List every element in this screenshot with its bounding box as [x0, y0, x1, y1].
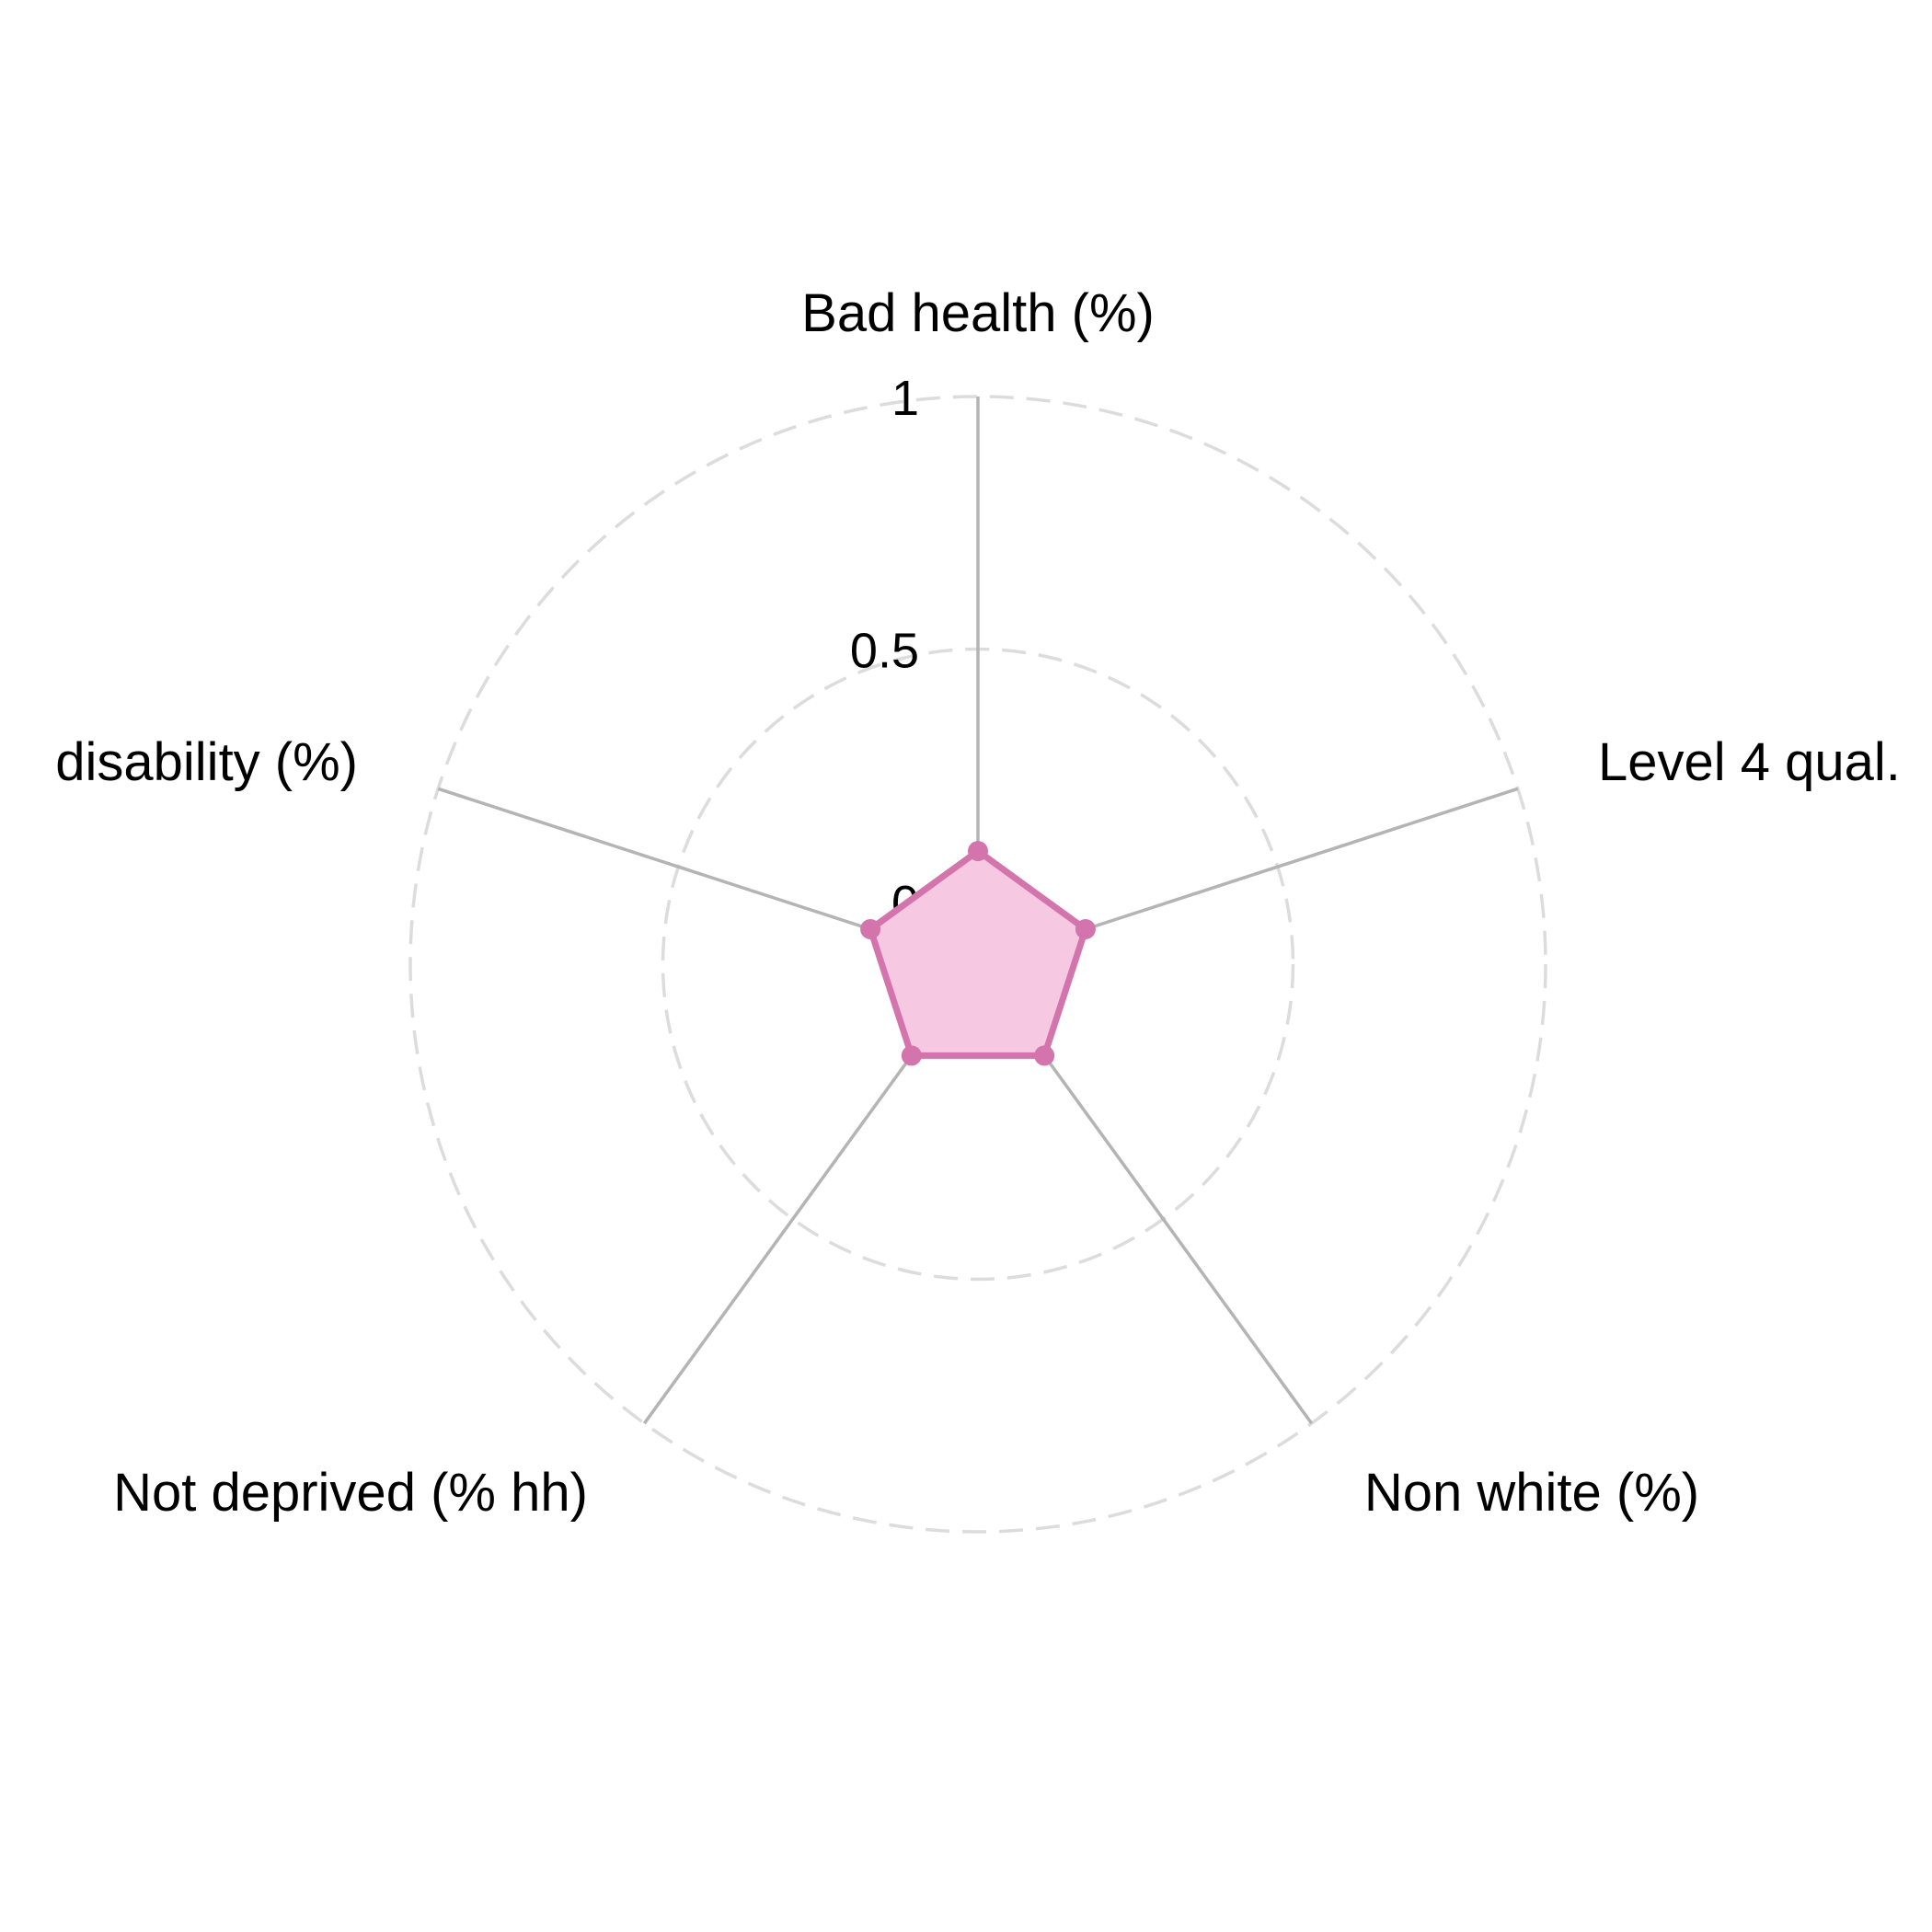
axis-label-2: Non white (%) [1364, 1463, 1699, 1523]
axis-labels: Bad health (%) Level 4 qual. Non white (%)… [55, 283, 1901, 1523]
data-point-4 [860, 919, 881, 939]
axis-label-4: disability (%) [55, 732, 358, 792]
tick-label-2: 1 [891, 371, 919, 426]
radial-tick-labels: 00.51 [850, 371, 919, 931]
data-point-2 [1034, 1045, 1055, 1066]
data-point-3 [901, 1045, 922, 1066]
grid-ring-2 [408, 395, 1547, 1534]
axis-label-3: Not deprived (% hh) [113, 1463, 588, 1523]
axis-label-1: Level 4 qual. [1598, 732, 1901, 792]
data-series [860, 841, 1096, 1066]
tick-label-1: 0.5 [850, 624, 919, 679]
data-point-0 [968, 841, 988, 862]
series-area-0 [867, 847, 1089, 1059]
data-point-1 [1075, 919, 1096, 939]
axis-label-0: Bad health (%) [801, 283, 1155, 343]
